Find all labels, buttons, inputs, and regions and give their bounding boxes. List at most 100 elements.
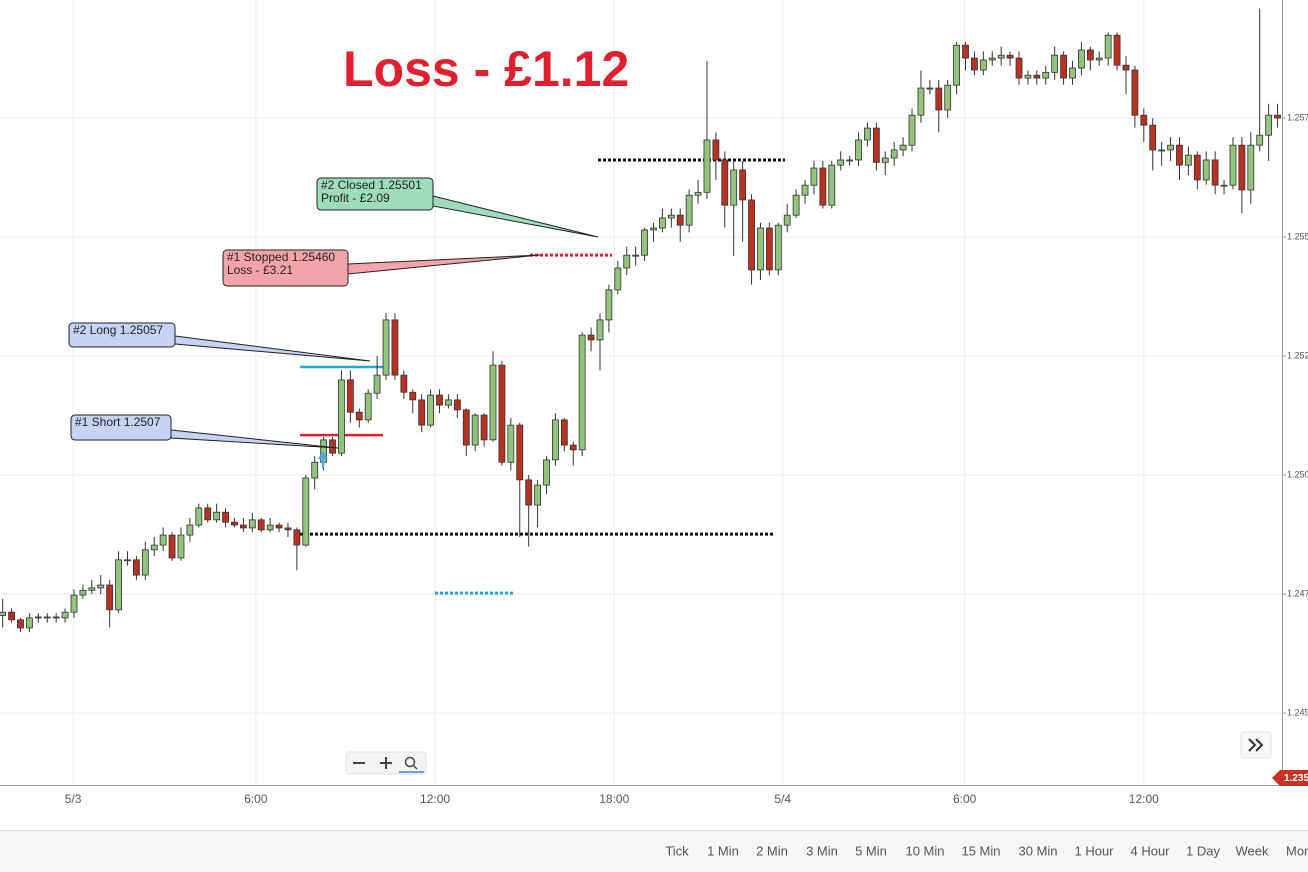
- candle: [186, 517, 194, 542]
- timeframe-button[interactable]: 1 Min: [707, 843, 739, 858]
- candle: [1238, 137, 1246, 214]
- candle-body: [97, 584, 105, 589]
- callout-box: [68, 322, 176, 348]
- candle-body: [409, 391, 417, 401]
- candle: [765, 222, 773, 276]
- timeframe-button[interactable]: 15 Min: [961, 843, 1000, 858]
- candle: [774, 222, 782, 276]
- candle-body: [569, 444, 577, 451]
- timeframe-button[interactable]: 2 Min: [756, 843, 788, 858]
- candle: [373, 356, 381, 399]
- candle: [792, 189, 800, 219]
- candle: [462, 408, 470, 457]
- candle: [685, 189, 693, 233]
- x-tick-label: 6:00: [953, 792, 977, 806]
- x-axis-area: [0, 785, 1308, 831]
- timeframe-button[interactable]: Week: [1236, 843, 1269, 858]
- candle-body: [471, 414, 479, 446]
- timeframe-label: 2 Min: [756, 843, 788, 858]
- candle: [676, 208, 684, 242]
- candle-body: [239, 524, 247, 529]
- candle-body: [953, 44, 960, 86]
- candle: [177, 527, 185, 561]
- candle-body: [115, 559, 122, 611]
- candle: [204, 503, 212, 523]
- timeframe-button[interactable]: 1 Hour: [1074, 843, 1114, 858]
- candle-body: [1006, 54, 1014, 59]
- candle-body: [462, 409, 470, 446]
- candle: [8, 608, 15, 623]
- candle: [26, 613, 33, 633]
- candle-body: [302, 477, 310, 546]
- timeframe-label: 3 Min: [806, 843, 838, 858]
- candle-body: [614, 267, 622, 291]
- callout-box: [70, 414, 172, 441]
- timeframe-button[interactable]: Tick: [665, 843, 689, 858]
- candle-body: [516, 424, 524, 481]
- callout-box: [222, 249, 349, 287]
- candle-body: [8, 611, 15, 621]
- candle: [552, 413, 559, 466]
- candle-body: [1033, 74, 1041, 79]
- x-tick-label: 18:00: [599, 792, 629, 806]
- candle-body: [168, 534, 176, 559]
- candle-body: [632, 254, 640, 257]
- candle-body: [213, 511, 221, 521]
- candle: [1149, 118, 1157, 171]
- timeframe-button[interactable]: Mon: [1286, 843, 1308, 858]
- candle-body: [222, 511, 229, 523]
- candle: [864, 122, 871, 147]
- candle: [1176, 137, 1183, 180]
- timeframe-button[interactable]: 5 Min: [855, 843, 887, 858]
- candle: [703, 60, 711, 199]
- candle-body: [926, 87, 934, 90]
- magnifier-icon: [404, 756, 416, 768]
- candle-body: [338, 379, 345, 454]
- candle-body: [783, 214, 791, 226]
- timeframe-button[interactable]: 3 Min: [806, 843, 838, 858]
- candle-body: [658, 217, 666, 229]
- candle-body: [364, 392, 372, 421]
- candle: [1104, 32, 1112, 66]
- candle-body: [507, 424, 515, 463]
- timeframe-button[interactable]: 1 Day: [1186, 843, 1220, 858]
- timeframe-button[interactable]: 4 Hour: [1130, 843, 1170, 858]
- candle-body: [739, 169, 747, 201]
- candle: [623, 246, 631, 276]
- entry-arrow: [318, 451, 328, 468]
- candle: [400, 370, 408, 399]
- y-tick-label: 1.247: [1287, 588, 1308, 598]
- candle-body: [427, 394, 435, 426]
- candle: [1051, 46, 1059, 80]
- candle-body: [864, 127, 871, 141]
- candle-body: [988, 57, 996, 61]
- scroll-right-button[interactable]: [1240, 731, 1272, 759]
- zoom-reset-button[interactable]: [399, 756, 424, 773]
- candle: [855, 132, 862, 166]
- candle-body: [400, 374, 408, 393]
- candle: [1078, 41, 1085, 76]
- candle: [953, 41, 960, 95]
- double-chevron-icon: [1248, 738, 1264, 752]
- timeframe-label: 15 Min: [961, 843, 1000, 858]
- timeframe-label: Mon: [1286, 843, 1308, 858]
- candle: [106, 579, 114, 628]
- candle: [222, 508, 229, 528]
- zoom-in-button[interactable]: [380, 757, 392, 769]
- candle-body: [17, 619, 24, 629]
- candle-body: [1220, 184, 1228, 187]
- candle-body: [498, 364, 506, 463]
- candle: [1095, 51, 1103, 66]
- timeframe-button[interactable]: 30 Min: [1018, 843, 1057, 858]
- timeframe-label: 1 Min: [707, 843, 739, 858]
- candle-body: [1193, 154, 1201, 181]
- candle-body: [1104, 34, 1112, 59]
- candle: [43, 613, 51, 623]
- callout-text: #2 Long 1.25057: [73, 323, 163, 337]
- candle-body: [1149, 124, 1157, 151]
- timeframe-button[interactable]: 10 Min: [905, 843, 944, 858]
- candle: [0, 598, 7, 628]
- candle-body: [61, 611, 69, 619]
- candle-body: [186, 524, 194, 536]
- trade-callout: #1 Short 1.2507: [70, 414, 339, 449]
